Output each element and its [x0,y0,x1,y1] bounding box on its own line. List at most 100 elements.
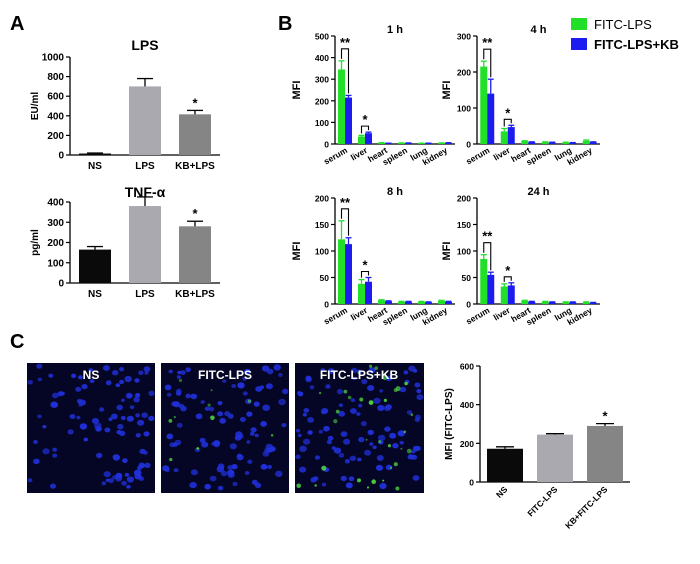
a-lps-bar [79,153,111,155]
b-1h-ytick-label: 0 [324,140,329,150]
nucleus-dot [412,368,418,373]
nucleus-dot [246,411,253,417]
fitc-signal-dot [382,479,385,482]
nucleus-dot [227,413,234,419]
a-lps-category-label: NS [88,161,102,172]
b-1h-bar-fitc-lps-kb [345,97,352,144]
a-tnf-bar [179,226,211,283]
nucleus-dot [345,482,353,489]
nucleus-dot [231,384,237,388]
b-24h-title: 24 h [527,186,549,198]
nucleus-dot [399,440,404,445]
a-tnf-category-label: KB+LPS [175,289,215,300]
fitc-signal-dot [318,391,322,395]
nucleus-dot [321,408,329,414]
fitc-signal-dot [359,397,364,402]
nucleus-dot [176,422,183,428]
fitc-signal-dot [393,462,398,467]
nucleus-dot [262,404,271,411]
b-8h-bar-fitc-lps [398,301,405,304]
a-tnf-significance-label: * [192,206,198,221]
fitc-signal-dot [173,416,176,419]
fitc-signal-dot [347,395,352,400]
nucleus-dot [81,383,88,390]
chart-lps: LPS EU/ml 0 200 400 600 800 1000 NS LPS KB+LPS * [30,37,220,172]
nucleus-dot [232,481,238,487]
nucleus-dot [190,469,198,476]
nucleus-dot [126,476,134,483]
nucleus-dot [327,368,335,375]
nucleus-dot [238,434,244,439]
nucleus-dot [110,413,118,420]
nucleus-dot [307,417,314,423]
b-1h-title: 1 h [387,24,403,36]
nucleus-dot [297,433,302,438]
nucleus-dot [112,370,119,376]
b-24h-bar-fitc-lps [541,301,549,304]
fitc-signal-dot [410,413,414,417]
nucleus-dot [171,401,178,407]
b-24h-bar-fitc-lps-kb [589,302,597,304]
nucleus-dot [278,373,283,377]
nucleus-dot [121,480,127,486]
nucleus-dot [282,388,289,395]
nucleus-dot [343,438,351,445]
nucleus-dot [185,393,191,399]
nucleus-dot [164,384,172,391]
nucleus-dot [307,430,313,435]
b-4h-significance-bracket [483,48,492,78]
nucleus-dot [33,458,40,465]
a-lps-ytick-label: 0 [58,151,64,162]
nucleus-dot [222,379,227,383]
b-24h-bar-fitc-lps [562,302,570,304]
b-24h-bar-fitc-lps [500,286,508,304]
nucleus-dot [36,363,43,369]
fitc-signal-dot [383,398,387,402]
c-mfi-ytick-label: 200 [460,439,474,449]
b-24h-bar-fitc-lps-kb [548,302,556,304]
nucleus-dot [231,464,238,470]
nucleus-dot [313,476,319,481]
nucleus-dot [144,462,151,468]
b-8h-ytick-label: 0 [324,300,329,310]
nucleus-dot [137,465,143,471]
nucleus-dot [358,403,363,408]
nucleus-dot [115,475,123,482]
nucleus-dot [260,421,267,427]
fitc-signal-dot [357,371,360,375]
fitc-signal-dot [178,378,183,383]
nucleus-dot [338,452,345,458]
nucleus-dot [217,411,224,417]
nucleus-dot [50,401,58,408]
nucleus-dot [406,410,413,415]
b-4h-bar-fitc-lps-kb [487,93,495,144]
legend-swatch-fitc-lps-kb [571,38,587,50]
b-24h-bar-fitc-lps [582,302,590,304]
nucleus-dot [75,386,82,392]
fitc-signal-dot [395,486,400,491]
nucleus-dot [260,463,268,470]
fitc-signal-dot [369,364,373,368]
a-tnf-category-label: LPS [135,289,155,300]
nucleus-dot [412,475,420,481]
panel-letter-b: B [278,13,292,35]
nucleus-dot [244,471,250,475]
nucleus-dot [37,377,42,382]
nucleus-dot [219,417,227,424]
b-8h-bar-fitc-lps [338,239,345,304]
nucleus-dot [133,469,142,476]
nucleus-dot [333,447,342,454]
a-lps-ytick-label: 600 [47,92,64,103]
b-8h-bar-fitc-lps [358,283,365,304]
nucleus-dot [99,407,105,412]
nucleus-dot [302,438,311,445]
nucleus-dot [138,370,144,376]
nucleus-dot [135,433,141,438]
b-24h-ylabel: MFI [441,242,453,261]
nucleus-dot [323,425,330,432]
legend-swatch-fitc-lps [571,18,587,30]
nucleus-dot [350,408,357,414]
nucleus-dot [262,365,270,372]
b-24h-significance-bracket [503,276,512,282]
b-4h-bar-fitc-lps [541,142,549,144]
